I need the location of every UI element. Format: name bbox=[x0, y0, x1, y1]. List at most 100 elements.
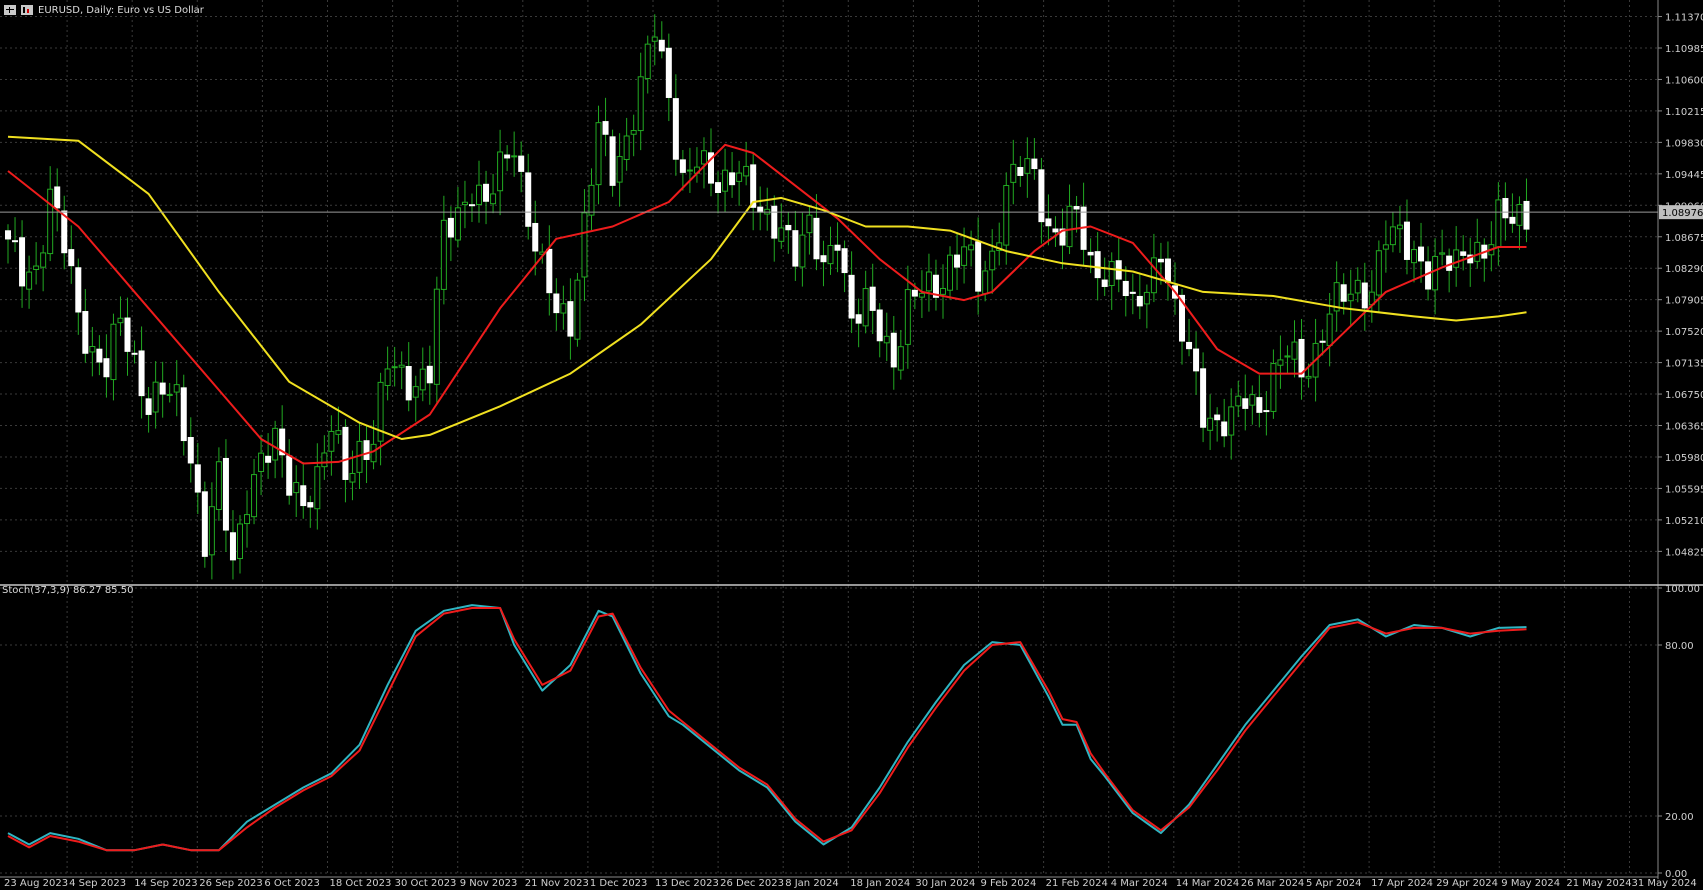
candle[interactable] bbox=[1143, 284, 1150, 329]
candle[interactable] bbox=[729, 152, 736, 198]
candle[interactable] bbox=[229, 510, 236, 580]
candle[interactable] bbox=[349, 450, 356, 501]
candle[interactable] bbox=[546, 225, 553, 316]
candle[interactable] bbox=[778, 203, 785, 249]
candle[interactable] bbox=[1242, 374, 1249, 431]
candle[interactable] bbox=[391, 346, 398, 387]
candle[interactable] bbox=[932, 259, 939, 311]
candle[interactable] bbox=[110, 313, 117, 401]
candle[interactable] bbox=[497, 129, 504, 216]
candle[interactable] bbox=[1214, 407, 1221, 442]
candle[interactable] bbox=[581, 189, 588, 302]
candle[interactable] bbox=[679, 149, 686, 191]
candle[interactable] bbox=[117, 296, 124, 336]
candle[interactable] bbox=[251, 459, 258, 525]
candle[interactable] bbox=[75, 258, 82, 335]
candle[interactable] bbox=[145, 386, 152, 433]
candle[interactable] bbox=[152, 361, 159, 429]
candle[interactable] bbox=[1319, 329, 1326, 356]
candle[interactable] bbox=[665, 33, 672, 122]
candle[interactable] bbox=[630, 114, 637, 157]
candle[interactable] bbox=[454, 186, 461, 248]
candle[interactable] bbox=[1509, 193, 1516, 233]
candle[interactable] bbox=[715, 171, 722, 214]
candle[interactable] bbox=[447, 206, 454, 262]
candle[interactable] bbox=[1298, 319, 1305, 400]
candle[interactable] bbox=[904, 265, 911, 369]
candle[interactable] bbox=[722, 148, 729, 213]
candle[interactable] bbox=[785, 211, 792, 254]
candle[interactable] bbox=[876, 303, 883, 358]
candle[interactable] bbox=[138, 326, 145, 419]
candle[interactable] bbox=[806, 205, 813, 255]
candle[interactable] bbox=[855, 298, 862, 348]
candle[interactable] bbox=[602, 97, 609, 157]
candle[interactable] bbox=[1003, 172, 1010, 265]
candle[interactable] bbox=[19, 220, 26, 308]
candle[interactable] bbox=[518, 141, 525, 193]
candle[interactable] bbox=[1277, 335, 1284, 389]
candle[interactable] bbox=[1066, 184, 1073, 255]
candle[interactable] bbox=[54, 168, 61, 232]
candle[interactable] bbox=[215, 447, 222, 521]
candle[interactable] bbox=[623, 117, 630, 171]
candle[interactable] bbox=[1256, 375, 1263, 428]
candle[interactable] bbox=[813, 194, 820, 271]
candle[interactable] bbox=[61, 195, 68, 270]
candle[interactable] bbox=[939, 264, 946, 319]
candle[interactable] bbox=[377, 372, 384, 466]
candle[interactable] bbox=[616, 133, 623, 207]
candle[interactable] bbox=[1263, 391, 1270, 436]
candle[interactable] bbox=[799, 212, 806, 287]
candle[interactable] bbox=[26, 255, 33, 309]
candle[interactable] bbox=[574, 272, 581, 347]
candle[interactable] bbox=[47, 166, 54, 262]
candle[interactable] bbox=[771, 195, 778, 262]
candle[interactable] bbox=[925, 253, 932, 312]
candle[interactable] bbox=[820, 240, 827, 287]
candle[interactable] bbox=[82, 289, 89, 363]
candle[interactable] bbox=[1382, 220, 1389, 273]
candle[interactable] bbox=[1411, 240, 1417, 283]
candle[interactable] bbox=[89, 326, 96, 377]
candle[interactable] bbox=[588, 168, 595, 231]
candle[interactable] bbox=[1200, 352, 1207, 443]
candle[interactable] bbox=[12, 217, 19, 253]
candle[interactable] bbox=[244, 490, 251, 548]
candle[interactable] bbox=[841, 240, 848, 293]
candle[interactable] bbox=[201, 481, 208, 568]
candle[interactable] bbox=[1516, 196, 1523, 250]
candle[interactable] bbox=[1136, 273, 1143, 320]
candle[interactable] bbox=[954, 232, 961, 290]
chart-type-icon[interactable] bbox=[21, 5, 33, 15]
candle[interactable] bbox=[1073, 195, 1080, 233]
candle[interactable] bbox=[1333, 261, 1340, 332]
candle[interactable] bbox=[1186, 318, 1193, 357]
candle[interactable] bbox=[834, 222, 841, 273]
candle[interactable] bbox=[1460, 235, 1467, 271]
candle[interactable] bbox=[426, 345, 433, 405]
candle[interactable] bbox=[258, 434, 265, 496]
candle[interactable] bbox=[483, 170, 490, 225]
candle[interactable] bbox=[96, 335, 103, 376]
candle[interactable] bbox=[968, 230, 975, 267]
candle[interactable] bbox=[1396, 205, 1403, 253]
candle[interactable] bbox=[504, 145, 511, 172]
candle[interactable] bbox=[609, 129, 616, 197]
candle[interactable] bbox=[736, 160, 743, 206]
candle[interactable] bbox=[236, 515, 243, 574]
candle[interactable] bbox=[173, 360, 180, 417]
candle[interactable] bbox=[180, 374, 187, 456]
candle[interactable] bbox=[187, 417, 194, 483]
candle[interactable] bbox=[525, 153, 532, 240]
candle[interactable] bbox=[1221, 398, 1228, 448]
candle[interactable] bbox=[1101, 257, 1108, 296]
candle[interactable] bbox=[1418, 222, 1425, 283]
candle[interactable] bbox=[307, 495, 314, 528]
candle[interactable] bbox=[1010, 139, 1017, 205]
candle[interactable] bbox=[321, 435, 328, 480]
candle[interactable] bbox=[651, 14, 658, 66]
candle[interactable] bbox=[5, 224, 11, 264]
candle[interactable] bbox=[890, 315, 897, 390]
